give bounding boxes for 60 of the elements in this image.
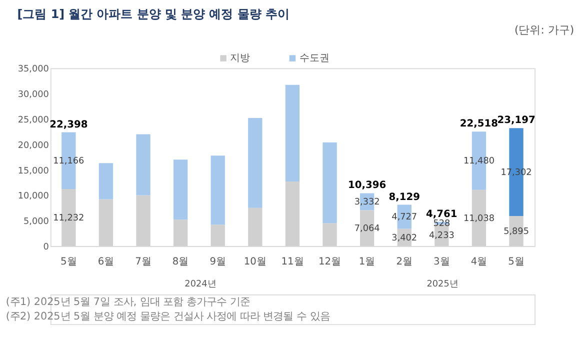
total-label: 8,129 <box>388 192 420 203</box>
chart-subtitle: (단위: 가구) <box>514 24 574 37</box>
bar <box>285 181 300 246</box>
x-tick-label: 12월 <box>318 256 342 268</box>
bar <box>136 195 150 246</box>
data-label: 4,233 <box>428 231 454 242</box>
legend-label: 지방 <box>230 53 250 64</box>
data-label: 11,038 <box>463 214 495 224</box>
data-label: 11,166 <box>53 156 85 167</box>
y-tick-label: 20,000 <box>18 140 50 151</box>
bar <box>285 84 300 182</box>
data-label: 528 <box>433 219 450 230</box>
total-label: 4,761 <box>426 208 458 220</box>
y-tick-label: 25,000 <box>18 115 50 126</box>
y-tick-label: 30,000 <box>18 90 50 100</box>
text: (주2) 2025년 5월 분양 예정 물량은 건설사 사정에 따라 변경될 수 있음 <box>6 310 330 323</box>
data-label: 3,332 <box>354 198 380 208</box>
x-tick-label: 2월 <box>396 256 413 268</box>
x-tick-label: 6월 <box>98 256 114 268</box>
bar <box>322 142 337 224</box>
bar <box>173 220 188 246</box>
y-tick-label: 35,000 <box>18 64 50 75</box>
data-label: 11,232 <box>53 213 84 224</box>
x-tick-label: 7월 <box>135 256 152 268</box>
text: 2024년 <box>184 280 216 290</box>
bar <box>248 208 262 246</box>
text: (주1) 2025년 5월 7일 조사, 임대 포함 총가구수 기준 <box>6 296 250 308</box>
data-label: 4,727 <box>392 212 418 223</box>
chart-title: [그림 1] 월간 아파트 분양 및 분양 예정 물량 추이 <box>17 6 290 21</box>
bar <box>210 224 225 246</box>
y-tick-label: 15,000 <box>18 166 50 176</box>
bar <box>210 156 225 225</box>
x-tick-label: 11월 <box>281 256 304 268</box>
text: 2025년 <box>426 280 458 290</box>
total-label: 10,396 <box>348 180 386 192</box>
x-tick-label: 4월 <box>470 256 488 268</box>
x-tick-label: 5월 <box>508 256 524 268</box>
bar <box>98 163 114 200</box>
y-tick-label: 0 <box>43 242 50 252</box>
bar <box>173 160 188 220</box>
total-label: 23,197 <box>497 115 536 126</box>
total-label: 22,518 <box>460 118 498 130</box>
x-tick-label: 10월 <box>244 256 266 268</box>
bar <box>136 134 150 196</box>
data-label: 3,402 <box>392 233 418 244</box>
x-tick-label: 8월 <box>172 256 189 268</box>
bar <box>248 118 262 208</box>
data-label: 5,895 <box>504 227 529 238</box>
y-tick-label: 5,000 <box>23 217 50 228</box>
bar <box>322 223 337 246</box>
x-tick-label: 1월 <box>358 256 376 268</box>
x-tick-label: 5월 <box>60 256 77 268</box>
legend-label: 수도권 <box>299 53 330 64</box>
x-tick-label: 9월 <box>210 256 226 268</box>
total-label: 22,398 <box>50 119 88 130</box>
data-label: 11,480 <box>463 156 495 167</box>
bar <box>98 199 114 246</box>
x-tick-label: 3월 <box>434 256 450 268</box>
y-tick-label: 10,000 <box>18 192 50 202</box>
data-label: 7,064 <box>354 224 380 234</box>
